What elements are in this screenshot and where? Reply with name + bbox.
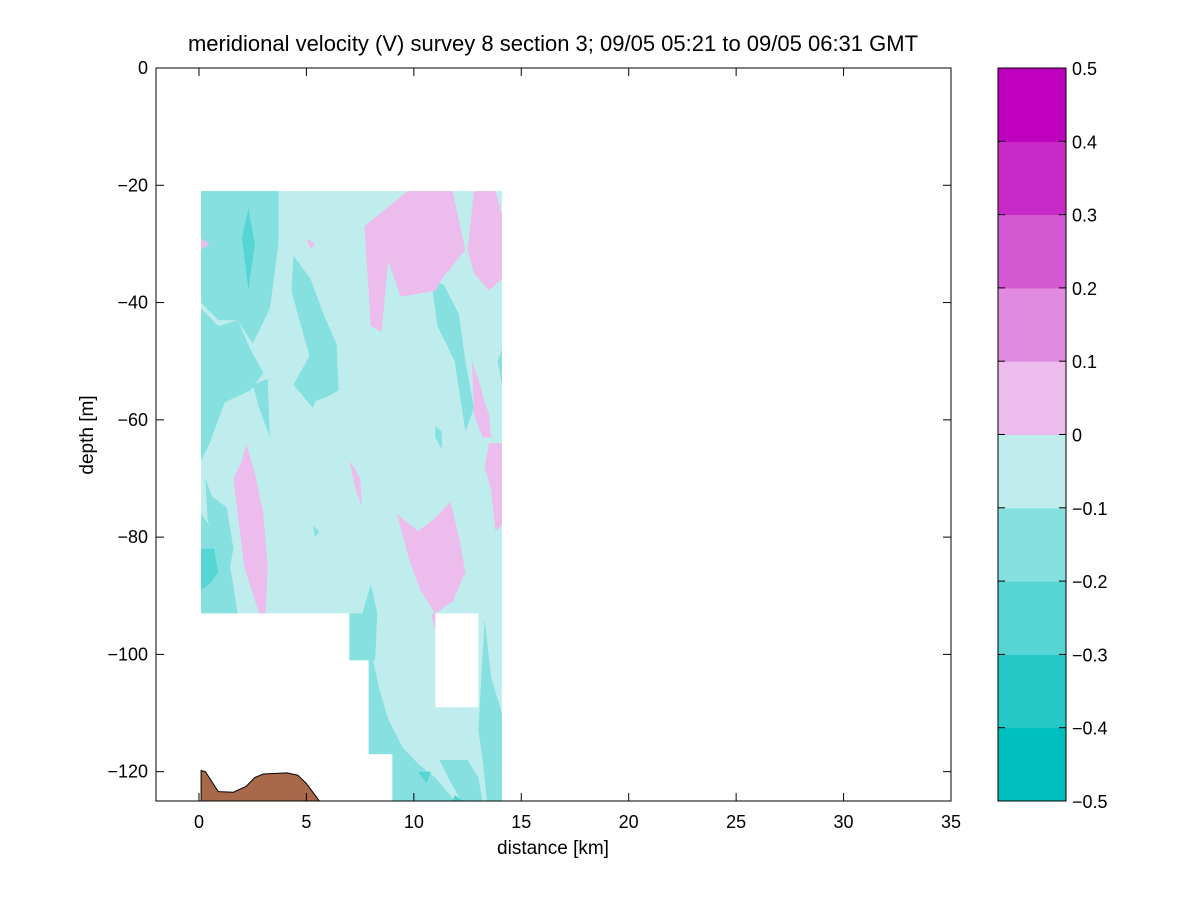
colorbar-bands: [998, 68, 1066, 802]
colorbar-band: [998, 654, 1066, 729]
x-axis-label: distance [km]: [497, 838, 609, 859]
contour-patch: [484, 443, 502, 532]
y-tick-label: −120: [107, 762, 148, 782]
contour-patch: [467, 191, 502, 291]
y-tick-label: 0: [138, 58, 148, 78]
contour-patch: [368, 660, 455, 801]
contour-patch: [439, 760, 483, 801]
colorbar-band: [998, 434, 1066, 509]
sea-floor: [200, 769, 321, 802]
y-tick-label: −80: [117, 527, 148, 547]
y-axis-ticks: 0 −20 −40 −60 −80 −100 −120: [107, 58, 951, 782]
colorbar-tick-label: 0.2: [1072, 279, 1097, 299]
no-data-gap: [435, 613, 479, 708]
x-tick-label: 30: [834, 812, 854, 832]
x-tick-label: 25: [726, 812, 746, 832]
contour-patch: [201, 548, 219, 590]
colorbar-tick-label: 0: [1072, 426, 1082, 446]
contour-patch: [431, 279, 474, 432]
y-tick-label: −100: [107, 644, 148, 664]
contour-patch: [233, 443, 268, 614]
contour-patch: [349, 584, 378, 661]
contour-patch: [306, 238, 315, 250]
plot-frame: [155, 67, 952, 802]
colorbar-band: [998, 727, 1066, 802]
contour-patch: [252, 378, 270, 438]
bathymetry: [200, 769, 321, 802]
colorbar-tick-label: 0.3: [1072, 206, 1097, 226]
contour-patch: [396, 501, 466, 614]
x-tick-label: 15: [511, 812, 531, 832]
contour-patch: [349, 460, 363, 508]
colorbar: −0.5 −0.4 −0.3 −0.2 −0.1 0 0.1 0.2 0.3 0.4 0.5: [997, 59, 1108, 812]
contour-patch: [452, 795, 464, 801]
contour-patch: [241, 208, 255, 291]
x-tick-label: 20: [619, 812, 639, 832]
contour-patch: [291, 255, 339, 403]
x-axis-ticks: 0 5 10 15 20 25 30 35: [194, 68, 961, 832]
contour-patch: [497, 349, 502, 385]
colorbar-tick-label: −0.5: [1072, 792, 1108, 812]
colorbar-ticks: −0.5 −0.4 −0.3 −0.2 −0.1 0 0.1 0.2 0.3 0.4 0.5: [998, 59, 1108, 812]
colorbar-band: [998, 287, 1066, 362]
contour-patch: [293, 349, 322, 409]
colorbar-tick-label: −0.4: [1072, 719, 1108, 739]
y-tick-label: −60: [117, 410, 148, 430]
y-axis-label: depth [m]: [77, 395, 98, 474]
contour-patch: [201, 238, 210, 250]
colorbar-band: [998, 507, 1066, 582]
colorbar-band: [998, 214, 1066, 289]
colorbar-band: [998, 141, 1066, 216]
contour-patch: [205, 478, 234, 573]
x-tick-label: 0: [194, 812, 204, 832]
colorbar-tick-label: 0.1: [1072, 352, 1097, 372]
plot-area: 0 5 10 15 20 25 30 35 0 −20 −40 −60 −80 −100 −120: [107, 58, 961, 832]
chart-title: meridional velocity (V) survey 8 section…: [188, 31, 918, 56]
colorbar-tick-label: 0.5: [1072, 59, 1097, 79]
colorbar-tick-label: 0.4: [1072, 132, 1097, 152]
contour-patch: [435, 425, 442, 450]
contour-patch: [478, 619, 502, 801]
colorbar-band: [998, 581, 1066, 655]
x-tick-label: 35: [941, 812, 961, 832]
colorbar-tick-label: −0.2: [1072, 572, 1108, 592]
x-tick-label: 10: [404, 812, 424, 832]
contour-patch: [201, 191, 279, 344]
velocity-contours: [201, 191, 502, 802]
colorbar-band: [998, 361, 1066, 435]
contour-patch: [201, 513, 238, 614]
colorbar-tick-label: −0.1: [1072, 499, 1108, 519]
y-tick-label: −40: [117, 293, 148, 313]
contour-patch: [471, 361, 492, 438]
x-tick-label: 5: [301, 812, 311, 832]
contour-patch: [418, 771, 431, 784]
contour-base-region: [201, 191, 502, 802]
contour-patch: [364, 191, 466, 332]
contour-patch: [312, 525, 320, 538]
colorbar-tick-label: −0.3: [1072, 645, 1108, 665]
colorbar-band: [998, 68, 1066, 142]
y-tick-label: −20: [117, 175, 148, 195]
contour-patch: [201, 308, 264, 461]
